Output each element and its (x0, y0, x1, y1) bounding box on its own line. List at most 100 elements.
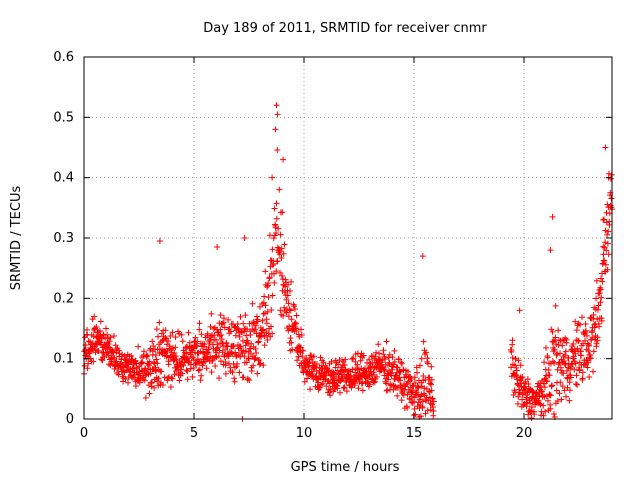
data-point (216, 347, 223, 354)
data-point (140, 348, 147, 355)
data-point (549, 328, 556, 335)
data-point (192, 360, 199, 367)
data-point (513, 372, 520, 379)
data-point (220, 315, 227, 322)
data-point (423, 349, 430, 356)
data-point (285, 327, 292, 334)
data-point (147, 370, 154, 377)
data-point (293, 312, 300, 319)
data-point (214, 341, 221, 348)
data-point (132, 357, 139, 364)
data-point (430, 398, 437, 405)
data-point (552, 302, 559, 309)
y-tick-label: 0.1 (53, 352, 74, 367)
data-point (278, 245, 285, 252)
data-point (99, 357, 106, 364)
data-point (408, 375, 415, 382)
data-point (595, 290, 602, 297)
data-point (531, 411, 538, 418)
data-point (261, 293, 268, 300)
data-point (578, 352, 585, 359)
data-point (572, 360, 579, 367)
data-point (389, 366, 396, 373)
data-point (187, 361, 194, 368)
data-point (252, 355, 259, 362)
data-point (334, 382, 341, 389)
data-point (383, 387, 390, 394)
data-point (587, 352, 593, 359)
data-point (598, 294, 605, 301)
data-point (112, 342, 119, 349)
data-point (199, 362, 206, 369)
data-point (411, 374, 418, 381)
data-point (416, 396, 423, 403)
data-point (540, 402, 547, 409)
data-point (430, 407, 437, 414)
data-point (255, 339, 262, 346)
x-tick-labels: 0 5 10 15 20 (80, 426, 532, 441)
data-point (520, 401, 527, 408)
data-point (237, 343, 244, 350)
data-point (569, 361, 576, 368)
data-point (286, 306, 293, 313)
data-point (508, 364, 515, 371)
data-point (561, 352, 568, 359)
data-point (513, 364, 520, 371)
data-point (169, 329, 176, 336)
data-point (169, 375, 176, 382)
data-point (287, 335, 294, 342)
data-point (264, 308, 271, 315)
data-point (106, 344, 113, 351)
data-point (270, 260, 277, 267)
data-point (543, 344, 549, 351)
data-point (261, 342, 268, 349)
data-point (523, 394, 530, 401)
data-point (349, 355, 356, 362)
chart-title: Day 189 of 2011, SRMTID for receiver cnm… (203, 21, 487, 36)
data-point (574, 345, 581, 352)
data-point (391, 347, 398, 354)
data-point (153, 326, 160, 333)
data-point (106, 338, 113, 345)
data-point (347, 372, 354, 379)
data-point (162, 327, 169, 334)
data-point (183, 367, 190, 374)
data-point (122, 376, 129, 383)
data-point (563, 393, 570, 400)
data-point (585, 342, 592, 349)
data-point (195, 367, 202, 374)
x-tick-label: 0 (80, 426, 88, 441)
data-point (279, 276, 286, 283)
data-point (299, 347, 306, 354)
data-point (330, 369, 337, 376)
data-point (596, 290, 603, 297)
data-point (527, 400, 534, 407)
data-point (582, 329, 589, 336)
data-point (244, 337, 251, 344)
data-point (272, 230, 279, 237)
data-point (598, 317, 605, 324)
data-point (558, 367, 565, 374)
data-point (132, 382, 139, 389)
data-point (190, 354, 197, 361)
data-point (171, 350, 178, 357)
data-point (248, 367, 255, 374)
data-point (513, 373, 520, 380)
data-point (309, 371, 316, 378)
data-point (602, 227, 609, 234)
data-point (600, 216, 607, 223)
data-point (260, 310, 267, 317)
data-point (227, 328, 234, 335)
data-point (230, 343, 237, 350)
data-point (281, 241, 288, 248)
data-point (412, 380, 419, 387)
data-point (245, 355, 252, 362)
data-point (387, 381, 394, 388)
data-point (608, 195, 615, 202)
data-point (252, 345, 259, 352)
data-point (286, 287, 293, 294)
data-point (343, 388, 350, 395)
data-point (104, 331, 111, 338)
data-point (156, 238, 163, 245)
data-point (260, 362, 267, 369)
